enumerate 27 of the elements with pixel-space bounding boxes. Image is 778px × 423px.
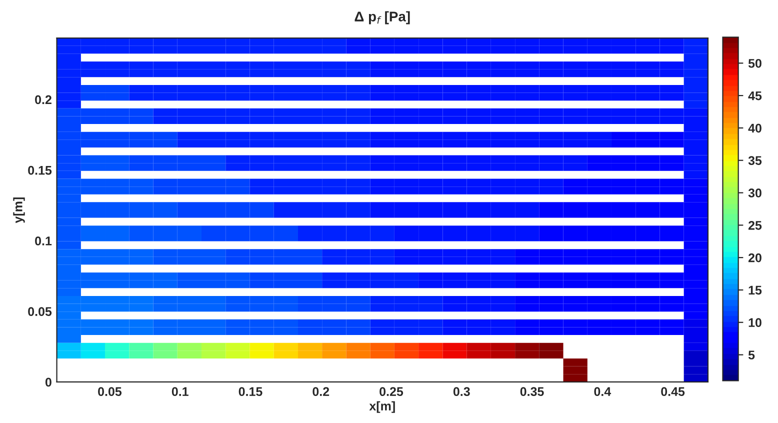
x-tick-label: 0.45	[661, 387, 685, 396]
color-bar-label: 20	[748, 253, 762, 262]
x-tick-label: 0.4	[594, 387, 612, 396]
y-tick-label: 0.2	[35, 95, 52, 104]
color-bar-label: 10	[748, 318, 762, 328]
color-bar-label: 5	[748, 350, 755, 360]
color-bar-label: 15	[748, 286, 762, 295]
x-tick-label: 0.25	[380, 387, 404, 396]
color-bar-label: 45	[748, 91, 762, 100]
x-tick-label: 0.1	[172, 387, 188, 396]
color-bar-label: 25	[748, 220, 762, 230]
x-tick-label: 0.15	[238, 387, 262, 396]
color-bar-label: 35	[748, 156, 762, 166]
x-tick-label: 0.3	[453, 387, 470, 396]
x-tick-label: 0.05	[98, 387, 122, 396]
color-bar-label: 40	[748, 124, 762, 133]
x-axis-title: x[m]	[369, 401, 395, 413]
chart-title: Δ p$_{f}$ [Pa]	[354, 11, 410, 24]
x-tick-label: 0.35	[520, 387, 544, 396]
x-tick-label: 0.2	[312, 387, 330, 396]
y-tick-label: 0.15	[28, 166, 52, 175]
y-tick-label: 0	[45, 378, 52, 387]
y-tick-label: 0.1	[35, 236, 52, 246]
color-bar-label: 50	[748, 58, 762, 68]
y-tick-label: 0.05	[28, 307, 52, 316]
color-bar-label: 30	[748, 188, 762, 198]
y-axis-title: y[m]	[13, 198, 25, 224]
